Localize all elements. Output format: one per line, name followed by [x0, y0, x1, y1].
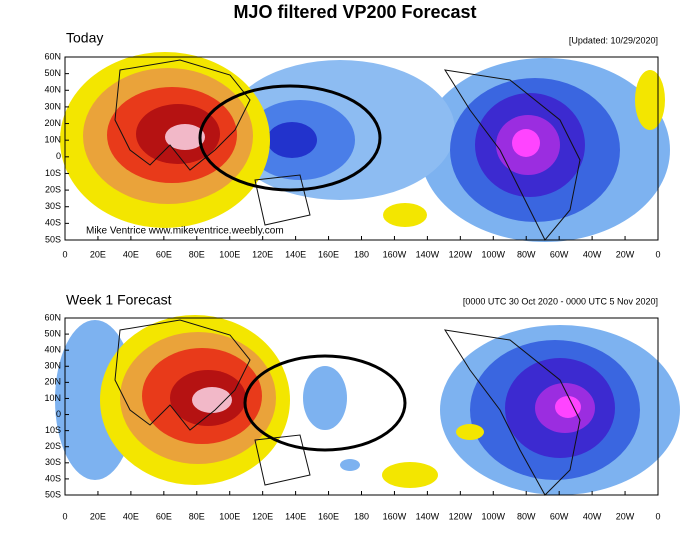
panel-title: Week 1 Forecast	[66, 292, 172, 308]
lon-label: 140W	[416, 249, 440, 259]
lon-label: 40W	[583, 249, 602, 259]
lon-label: 40E	[123, 249, 139, 259]
lat-label: 10S	[45, 425, 61, 435]
lat-label: 50N	[44, 328, 61, 338]
lat-label: 40N	[44, 85, 61, 95]
lat-label: 20N	[44, 377, 61, 387]
contour	[267, 122, 317, 158]
map-panel: Week 1 Forecast [0000 UTC 30 Oct 2020 - …	[55, 292, 680, 496]
lat-label: 40S	[45, 218, 61, 228]
lat-label: 30S	[45, 457, 61, 467]
lon-label: 120E	[252, 511, 273, 521]
lat-label: 20S	[45, 441, 61, 451]
lon-label: 20W	[616, 511, 635, 521]
coastline	[114, 319, 581, 496]
contour	[635, 70, 665, 130]
contour	[340, 459, 360, 471]
coastline	[114, 59, 581, 241]
contour	[192, 387, 232, 413]
lon-label: 160W	[383, 249, 407, 259]
lon-label: 80W	[517, 511, 536, 521]
lat-label: 20S	[45, 184, 61, 194]
lon-label: 60W	[550, 249, 569, 259]
lon-label: 180	[354, 511, 369, 521]
contour	[512, 129, 540, 157]
lon-label: 80E	[189, 511, 205, 521]
lon-label: 160E	[318, 511, 339, 521]
lat-label: 60N	[44, 312, 61, 322]
lat-label: 0	[56, 151, 61, 161]
contour	[303, 366, 347, 430]
lon-label: 160W	[383, 511, 407, 521]
lat-label: 0	[56, 409, 61, 419]
lat-label: 50S	[45, 234, 61, 244]
lon-label: 100W	[482, 249, 506, 259]
lat-label: 10N	[44, 135, 61, 145]
lon-label: 100W	[482, 511, 506, 521]
lon-label: 100E	[219, 249, 240, 259]
lat-label: 10N	[44, 393, 61, 403]
lon-label: 120W	[449, 249, 473, 259]
lon-label: 0	[62, 511, 67, 521]
credit: Mike Ventrice www.mikeventrice.weebly.co…	[86, 226, 284, 237]
lon-label: 120W	[449, 511, 473, 521]
lat-label: 40S	[45, 473, 61, 483]
lon-label: 120E	[252, 249, 273, 259]
lon-label: 100E	[219, 511, 240, 521]
lat-label: 20N	[44, 118, 61, 128]
contour	[165, 124, 205, 150]
lon-label: 20W	[616, 249, 635, 259]
lon-label: 140E	[285, 511, 306, 521]
lon-label: 160E	[318, 249, 339, 259]
lat-label: 40N	[44, 345, 61, 355]
lat-label: 50S	[45, 489, 61, 499]
highlight-circle	[198, 84, 382, 192]
contour	[382, 462, 438, 488]
lon-label: 80W	[517, 249, 536, 259]
lat-label: 30N	[44, 361, 61, 371]
contour	[456, 424, 484, 440]
contour	[555, 396, 581, 418]
lat-label: 60N	[44, 51, 61, 61]
lon-label: 60W	[550, 511, 569, 521]
lon-label: 0	[655, 249, 660, 259]
lon-label: 180	[354, 249, 369, 259]
lon-label: 140E	[285, 249, 306, 259]
contour	[383, 203, 427, 227]
panel-note: [0000 UTC 30 Oct 2020 - 0000 UTC 5 Nov 2…	[463, 296, 658, 306]
lon-label: 20E	[90, 511, 106, 521]
lat-label: 30N	[44, 101, 61, 111]
lon-label: 0	[655, 511, 660, 521]
lon-label: 60E	[156, 511, 172, 521]
panel-note: [Updated: 10/29/2020]	[569, 35, 658, 45]
lon-label: 0	[62, 249, 67, 259]
lon-label: 40E	[123, 511, 139, 521]
map-panel: Today [Updated: 10/29/2020] Mike Ventric…	[60, 30, 670, 242]
lat-label: 30S	[45, 201, 61, 211]
highlight-circle	[243, 354, 407, 452]
lon-label: 140W	[416, 511, 440, 521]
lat-label: 10S	[45, 168, 61, 178]
lon-label: 60E	[156, 249, 172, 259]
panel-title: Today	[66, 30, 103, 46]
lon-label: 40W	[583, 511, 602, 521]
lat-label: 50N	[44, 68, 61, 78]
page-title: MJO filtered VP200 Forecast	[233, 2, 476, 22]
lon-label: 20E	[90, 249, 106, 259]
lon-label: 80E	[189, 249, 205, 259]
